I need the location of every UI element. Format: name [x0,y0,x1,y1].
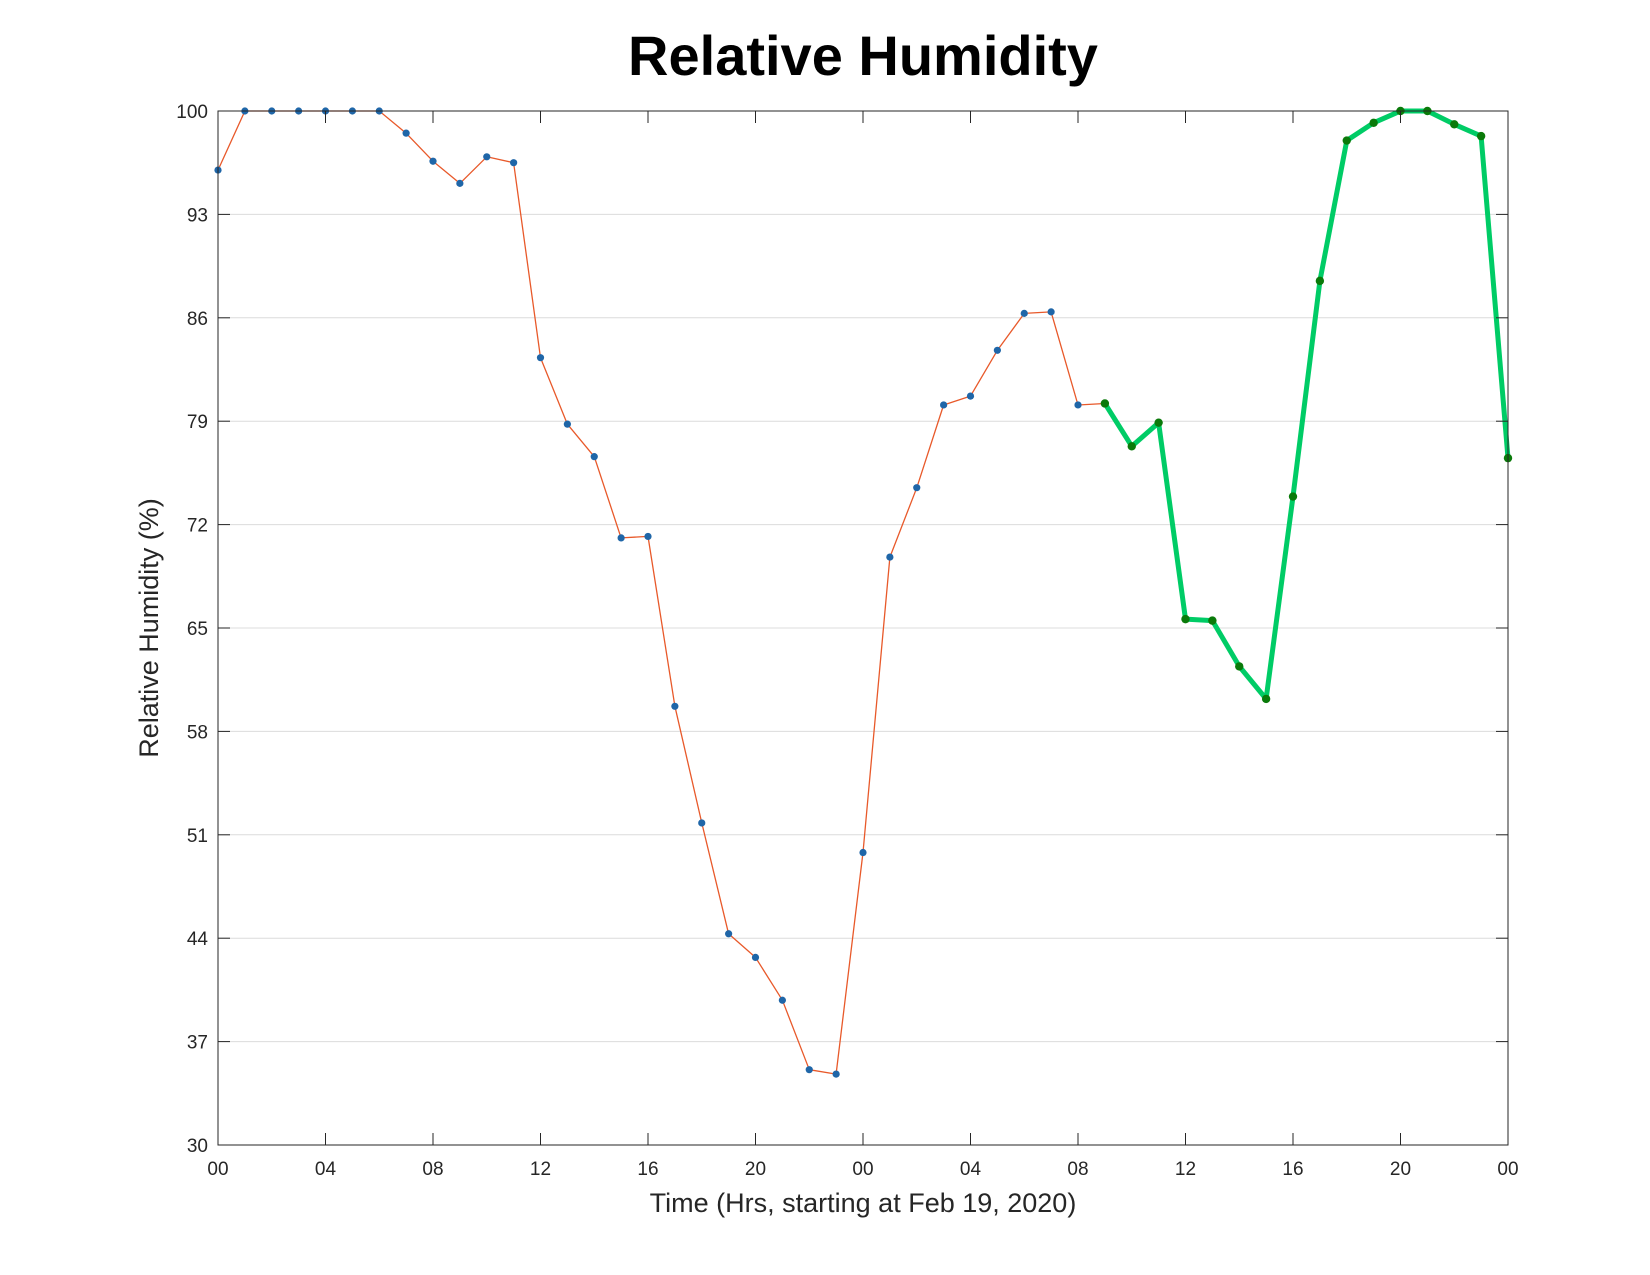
x-tick-label: 04 [960,1159,982,1180]
y-tick-label: 86 [187,309,208,330]
series-1-point [1047,308,1055,316]
series-1-point [510,159,518,167]
series-1-point [402,129,410,137]
series-1-point [644,532,652,541]
chart-title: Relative Humidity [628,24,1098,87]
series-1-point [1020,309,1028,317]
x-tick-label: 00 [1497,1159,1518,1180]
series-1-point [590,453,598,461]
x-tick-label: 16 [637,1159,658,1180]
x-tick-label: 12 [530,1159,551,1180]
x-tick-label: 20 [1390,1159,1411,1180]
series-1-point [940,401,948,409]
series-2-point [1208,616,1217,625]
series-2-point [1476,131,1486,141]
gridlines [218,213,1508,1043]
y-tick-label: 37 [187,1033,208,1054]
x-tick-label: 16 [1282,1159,1303,1180]
series-2-line [1102,108,1511,702]
x-tick-label: 00 [852,1159,873,1180]
series-1-point [698,819,706,827]
y-tick-label: 79 [187,412,208,433]
x-tick-label: 12 [1175,1159,1196,1180]
series-1-point [429,157,437,165]
series-2-point [1181,614,1190,624]
series-1-point [725,930,733,938]
series-2-point [1450,120,1459,129]
series-1-point [913,484,921,492]
series-1-point [966,392,975,400]
axis-ticks: 30 37 44 51 58 65 72 79 86 93 100 00 04 08 12 16 20 00 04 0… [176,102,1518,1180]
series-markers [214,106,1513,1078]
series-2-point [1235,662,1244,671]
series-1-point [751,953,760,962]
series-1-point [778,996,786,1004]
series-1-point [859,848,867,857]
series-1-point [563,420,571,428]
y-tick-label: 65 [187,619,208,640]
series-1-point [483,153,491,161]
series-2-point [1127,442,1136,451]
series-2-point [1100,399,1110,408]
series-2-point [1261,694,1271,704]
series-1-point [456,179,464,187]
series-1-point [1074,401,1082,409]
x-tick-label: 00 [207,1159,228,1180]
series-2-point [1315,276,1325,286]
series-2-point [1154,418,1163,427]
series-1-point [805,1066,813,1074]
series-2-point [1369,118,1378,128]
y-tick-label: 30 [187,1136,208,1157]
x-tick-label: 08 [1067,1159,1088,1180]
y-axis-label: Relative Humidity (%) [134,498,164,758]
series-1-point [536,354,545,362]
series-1-point [671,702,679,710]
series-1-point [617,534,625,542]
series-2-point [1288,492,1298,501]
y-tick-label: 93 [187,205,208,226]
y-tick-label: 72 [187,516,208,537]
series-1-point [832,1070,840,1078]
series-1-point [993,346,1001,354]
series-1-point [886,553,894,561]
y-tick-label: 58 [187,722,208,743]
y-tick-label: 51 [187,826,208,847]
x-tick-label: 20 [745,1159,766,1180]
y-tick-label: 44 [187,929,209,950]
x-axis-label: Time (Hrs, starting at Feb 19, 2020) [650,1188,1077,1218]
y-tick-label: 100 [176,102,208,123]
x-tick-label: 04 [315,1159,337,1180]
x-tick-label: 08 [422,1159,443,1180]
series-2-point [1342,136,1351,145]
